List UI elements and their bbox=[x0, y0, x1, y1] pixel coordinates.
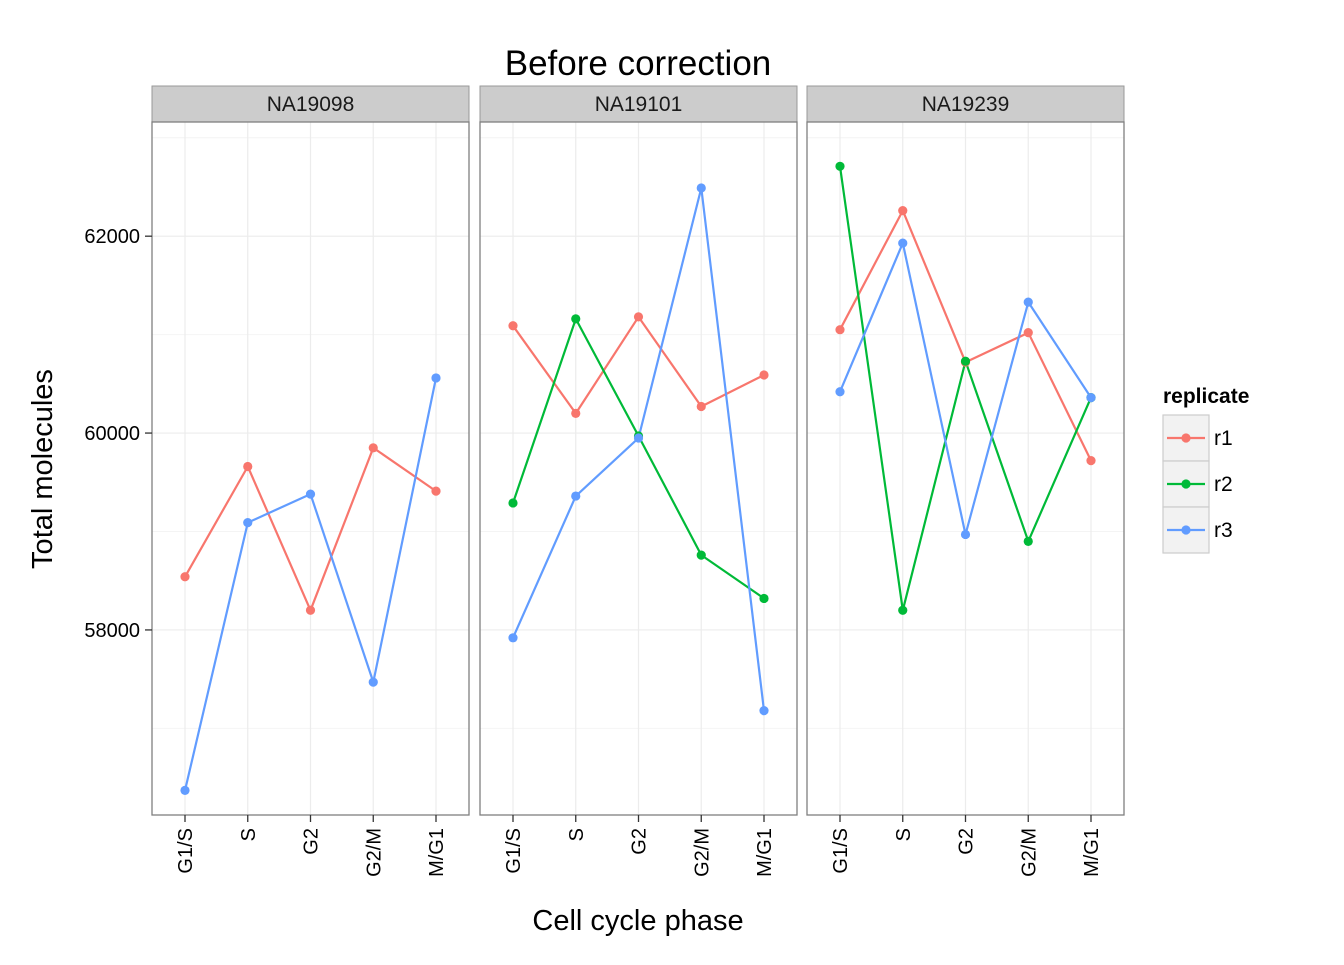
data-point-r3 bbox=[368, 677, 378, 687]
data-point-r1 bbox=[508, 321, 518, 331]
x-tick-label: S bbox=[893, 828, 915, 841]
legend-key-point bbox=[1181, 433, 1191, 443]
x-tick-label: G2/M bbox=[1018, 828, 1040, 877]
x-axis-title: Cell cycle phase bbox=[532, 905, 743, 937]
x-tick-label: G1/S bbox=[503, 828, 525, 874]
x-tick-label: S bbox=[566, 828, 588, 841]
data-point-r1 bbox=[759, 370, 769, 380]
facet-strip bbox=[151, 85, 470, 123]
facet-strip-label: NA19101 bbox=[595, 93, 683, 116]
data-point-r2 bbox=[835, 161, 845, 171]
legend-label: r2 bbox=[1214, 473, 1233, 496]
data-point-r3 bbox=[508, 633, 518, 643]
data-point-r2 bbox=[696, 550, 706, 560]
facet-strip bbox=[806, 85, 1125, 123]
x-tick-label: G2/M bbox=[691, 828, 713, 877]
data-point-r3 bbox=[898, 238, 908, 248]
y-axis-title: Total molecules bbox=[27, 369, 59, 569]
facet-panels: NA19098 G1/S S G2 G2/M M/G1 NA19101 G1/S S G2 G2/M… bbox=[151, 85, 1125, 877]
legend-item-r2: r2 bbox=[1162, 460, 1233, 508]
data-point-r2 bbox=[1023, 536, 1033, 546]
legend-items: r1 r2 r3 bbox=[1162, 414, 1233, 554]
data-point-r3 bbox=[1023, 297, 1033, 307]
facet-strip-label: NA19098 bbox=[267, 93, 355, 116]
legend: replicate r1 r2 r3 bbox=[1162, 385, 1249, 554]
data-point-r3 bbox=[759, 706, 769, 716]
chart-title: Before correction bbox=[505, 44, 772, 83]
x-tick-label: S bbox=[238, 828, 260, 841]
data-point-r1 bbox=[431, 486, 441, 496]
data-point-r2 bbox=[571, 314, 581, 324]
legend-title: replicate bbox=[1163, 385, 1249, 408]
data-point-r3 bbox=[180, 785, 190, 795]
x-tick-label: G2 bbox=[301, 828, 323, 855]
facet-panel-NA19239: NA19239 G1/S S G2 G2/M M/G1 bbox=[806, 85, 1125, 877]
facet-strip-label: NA19239 bbox=[922, 93, 1010, 116]
data-point-r3 bbox=[696, 183, 706, 193]
data-point-r1 bbox=[305, 605, 316, 615]
data-point-r2 bbox=[898, 605, 908, 615]
x-tick-label: G1/S bbox=[830, 828, 852, 874]
data-point-r3 bbox=[835, 387, 845, 397]
legend-label: r3 bbox=[1214, 519, 1233, 542]
legend-key-point bbox=[1181, 525, 1191, 535]
y-tick-label: 58000 bbox=[84, 620, 140, 642]
data-point-r3 bbox=[571, 491, 581, 501]
x-tick-label: M/G1 bbox=[1081, 828, 1103, 877]
data-point-r3 bbox=[305, 489, 316, 499]
x-tick-label: G2/M bbox=[363, 828, 385, 877]
data-point-r1 bbox=[696, 401, 706, 412]
data-point-r1 bbox=[835, 325, 845, 335]
legend-label: r1 bbox=[1214, 427, 1233, 450]
data-point-r1 bbox=[368, 443, 378, 453]
data-point-r3 bbox=[243, 518, 253, 528]
data-point-r1 bbox=[1086, 456, 1096, 466]
x-tick-label: M/G1 bbox=[426, 828, 448, 877]
data-point-r1 bbox=[633, 312, 644, 322]
data-point-r2 bbox=[759, 593, 769, 604]
facet-strip bbox=[479, 85, 798, 123]
x-tick-label: G1/S bbox=[175, 828, 197, 874]
data-point-r2 bbox=[508, 498, 518, 508]
x-tick-label: G2 bbox=[629, 828, 651, 855]
legend-item-r3: r3 bbox=[1162, 506, 1233, 554]
facet-panel-NA19101: NA19101 G1/S S G2 G2/M M/G1 bbox=[479, 85, 798, 877]
data-point-r1 bbox=[1023, 328, 1033, 338]
data-point-r1 bbox=[243, 461, 253, 472]
data-point-r1 bbox=[898, 205, 908, 216]
data-point-r1 bbox=[571, 408, 581, 418]
data-point-r3 bbox=[431, 373, 441, 383]
y-tick-label: 62000 bbox=[84, 226, 140, 248]
y-axis: 58000 60000 62000 bbox=[84, 226, 152, 642]
legend-key-point bbox=[1181, 479, 1191, 489]
y-tick-label: 60000 bbox=[84, 423, 140, 445]
data-point-r2 bbox=[960, 356, 971, 366]
legend-item-r1: r1 bbox=[1162, 414, 1233, 462]
x-tick-label: M/G1 bbox=[754, 828, 776, 877]
x-tick-label: G2 bbox=[956, 828, 978, 855]
data-point-r3 bbox=[633, 433, 644, 443]
data-point-r3 bbox=[1086, 393, 1096, 403]
data-point-r1 bbox=[180, 572, 190, 582]
data-point-r3 bbox=[960, 529, 971, 540]
facet-panel-NA19098: NA19098 G1/S S G2 G2/M M/G1 bbox=[151, 85, 470, 877]
